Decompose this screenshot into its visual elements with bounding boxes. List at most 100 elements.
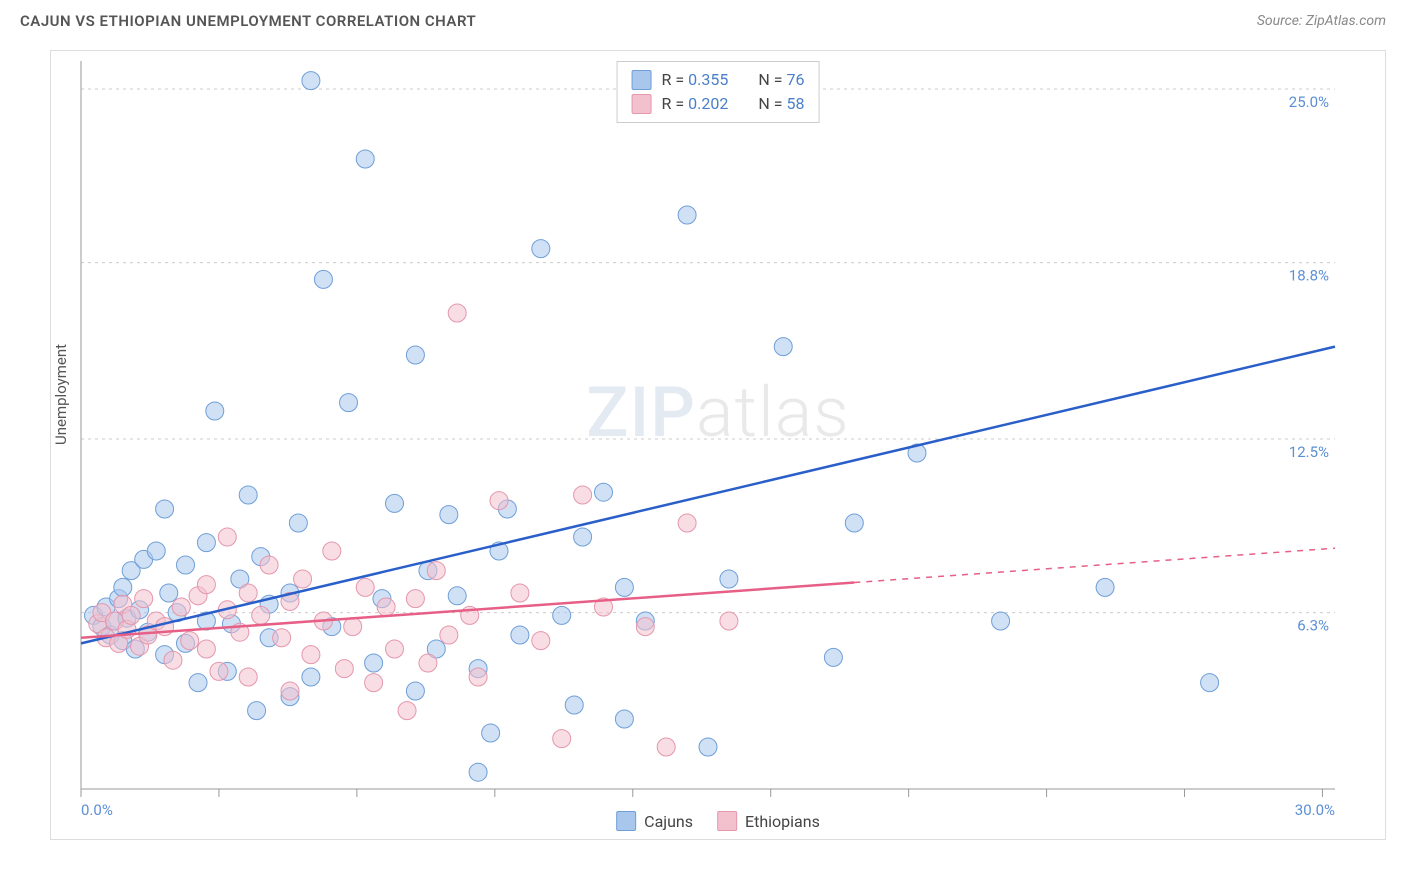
chart-title: CAJUN VS ETHIOPIAN UNEMPLOYMENT CORRELAT… (20, 12, 476, 30)
trend-line-extrapolated (854, 548, 1335, 582)
legend-N-label: N = 76 (758, 68, 804, 92)
data-point (469, 763, 487, 781)
data-point (302, 72, 320, 90)
trend-line (81, 347, 1335, 644)
data-point (699, 738, 717, 756)
data-point (344, 618, 362, 636)
data-point (565, 696, 583, 714)
data-point (377, 598, 395, 616)
legend-N-value: 76 (786, 70, 804, 89)
data-point (356, 150, 374, 168)
plot-area: 6.3%12.5%18.8%25.0%0.0%30.0% (81, 61, 1335, 789)
legend-series-item: Cajuns (616, 811, 693, 831)
data-point (824, 648, 842, 666)
data-point (774, 338, 792, 356)
data-point (992, 612, 1010, 630)
data-point (553, 730, 571, 748)
data-point (678, 206, 696, 224)
data-point (636, 618, 654, 636)
legend-R-label: R = 0.202 (662, 92, 729, 116)
data-point (122, 606, 140, 624)
data-point (448, 587, 466, 605)
data-point (574, 486, 592, 504)
data-point (147, 542, 165, 560)
data-point (406, 682, 424, 700)
x-min-label: 0.0% (81, 801, 113, 819)
y-tick-label: 25.0% (1289, 93, 1329, 111)
data-point (511, 626, 529, 644)
legend-R-value: 0.202 (688, 94, 728, 113)
data-point (482, 724, 500, 742)
data-point (314, 270, 332, 288)
data-point (406, 346, 424, 364)
legend-R-value: 0.355 (688, 70, 728, 89)
chart-container: Unemployment ZIPatlas R = 0.355N = 76R =… (50, 50, 1386, 840)
data-point (210, 662, 228, 680)
data-point (197, 640, 215, 658)
data-point (218, 528, 236, 546)
data-point (448, 304, 466, 322)
legend-series-label: Cajuns (644, 812, 693, 831)
data-point (114, 578, 132, 596)
legend-stat-row: R = 0.355 N = 76 (632, 68, 805, 92)
data-point (427, 562, 445, 580)
data-point (678, 514, 696, 532)
legend-R-label: R = 0.355 (662, 68, 729, 92)
legend-series-label: Ethiopians (745, 812, 820, 831)
legend-swatch (616, 811, 636, 831)
data-point (239, 486, 257, 504)
data-point (281, 682, 299, 700)
correlation-legend: R = 0.355 N = 76 R = 0.202 N = 58 (617, 61, 820, 123)
title-bar: CAJUN VS ETHIOPIAN UNEMPLOYMENT CORRELAT… (20, 12, 1386, 30)
data-point (1096, 578, 1114, 596)
data-point (252, 606, 270, 624)
legend-series-item: Ethiopians (717, 811, 820, 831)
data-point (1201, 674, 1219, 692)
data-point (532, 240, 550, 258)
data-point (406, 590, 424, 608)
data-point (511, 584, 529, 602)
data-point (440, 506, 458, 524)
data-point (365, 654, 383, 672)
y-tick-label: 6.3% (1297, 617, 1329, 635)
legend-swatch (632, 70, 652, 90)
legend-stat-row: R = 0.202 N = 58 (632, 92, 805, 116)
data-point (160, 584, 178, 602)
data-point (273, 629, 291, 647)
legend-N-value: 58 (786, 94, 804, 113)
data-point (845, 514, 863, 532)
data-point (490, 492, 508, 510)
data-point (239, 668, 257, 686)
legend-N-label: N = 58 (758, 92, 804, 116)
data-point (302, 668, 320, 686)
data-point (197, 534, 215, 552)
data-point (197, 576, 215, 594)
data-point (398, 702, 416, 720)
series-legend: Cajuns Ethiopians (616, 811, 820, 831)
data-point (294, 570, 312, 588)
data-point (532, 632, 550, 650)
y-axis-title: Unemployment (52, 344, 70, 445)
data-point (323, 542, 341, 560)
data-point (260, 556, 278, 574)
data-point (657, 738, 675, 756)
data-point (156, 500, 174, 518)
data-point (440, 626, 458, 644)
data-point (135, 590, 153, 608)
data-point (189, 674, 207, 692)
data-point (302, 646, 320, 664)
data-point (340, 394, 358, 412)
data-point (419, 654, 437, 672)
data-point (386, 494, 404, 512)
data-point (615, 710, 633, 728)
data-point (335, 660, 353, 678)
data-point (720, 612, 738, 630)
data-point (248, 702, 266, 720)
data-point (356, 578, 374, 596)
x-max-label: 30.0% (1295, 801, 1335, 819)
data-point (553, 606, 571, 624)
data-point (720, 570, 738, 588)
data-point (172, 598, 190, 616)
data-point (206, 402, 224, 420)
plot-svg: 6.3%12.5%18.8%25.0%0.0%30.0% (81, 61, 1335, 789)
